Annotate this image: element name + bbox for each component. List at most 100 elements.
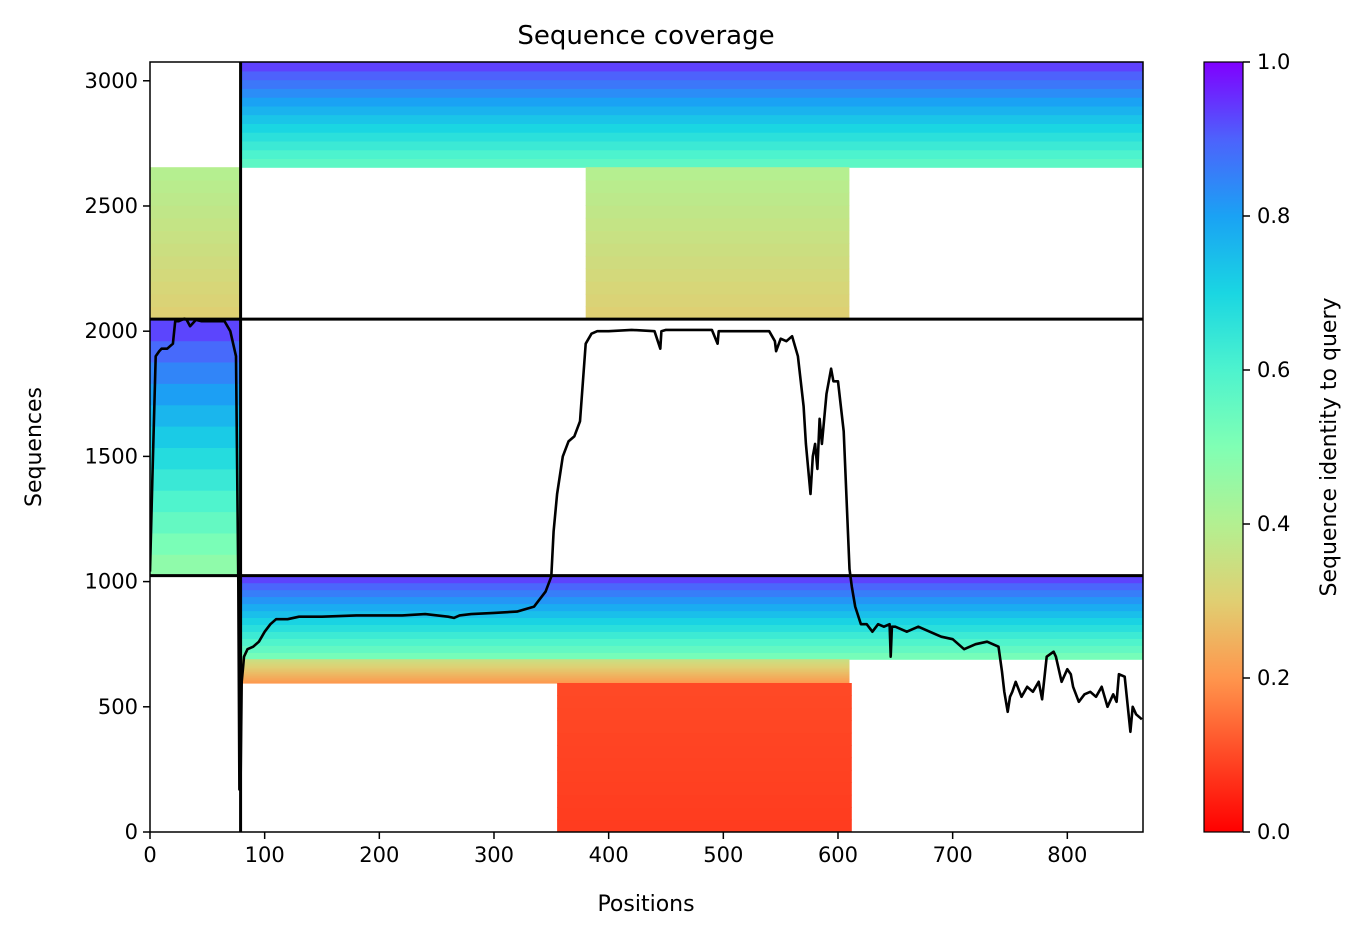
heatmap-cell (150, 268, 241, 282)
colorbar-tick-label: 1.0 (1257, 50, 1290, 74)
heatmap-cell (240, 140, 1143, 151)
heatmap-cell (150, 383, 241, 406)
y-tick-label: 3000 (85, 69, 138, 93)
heatmap-cell (557, 683, 852, 696)
heatmap-cell (240, 675, 850, 678)
heatmap-cell (150, 447, 241, 470)
heatmap-cell (240, 663, 850, 666)
colorbar-tick-label: 0.6 (1257, 358, 1290, 382)
heatmap-cell (150, 281, 241, 295)
x-tick-label: 200 (359, 843, 399, 867)
heatmap-cell (557, 757, 852, 771)
heatmap-cell (150, 243, 241, 257)
heatmap-cell (240, 610, 1143, 618)
heatmap-cell (150, 179, 241, 194)
heatmap-cell (240, 158, 1143, 168)
y-tick-label: 2000 (85, 319, 138, 343)
chart-title: Sequence coverage (517, 21, 774, 51)
heatmap-cell (150, 490, 241, 513)
heatmap-cell (557, 707, 852, 721)
heatmap-cell (240, 673, 850, 676)
x-tick-label: 400 (589, 843, 629, 867)
colorbar-ticks: 0.0 0.2 0.4 0.6 0.8 1.0 (1243, 50, 1290, 844)
heatmap-cell (585, 255, 850, 270)
heatmap-cell (150, 426, 241, 448)
x-axis-ticks: 0 100 200 300 400 500 600 700 800 (143, 832, 1087, 867)
colorbar-gradient (1203, 61, 1244, 833)
heatmap-cell (240, 667, 850, 670)
coverage-heatmap (150, 62, 1143, 832)
heatmap-cell (240, 70, 1143, 81)
heatmap-cell (150, 217, 241, 232)
y-tick-label: 0 (125, 820, 138, 844)
heatmap-cell (557, 819, 852, 832)
heatmap-cell (585, 205, 850, 219)
heatmap-cell (240, 679, 850, 682)
y-tick-label: 500 (98, 695, 138, 719)
x-tick-label: 700 (933, 843, 973, 867)
x-tick-label: 600 (818, 843, 858, 867)
heatmap-cell (150, 230, 241, 244)
heatmap-cell (240, 603, 1143, 612)
heatmap-cell (585, 268, 850, 282)
heatmap-cell (240, 671, 850, 674)
heatmap-cell (240, 659, 850, 662)
x-axis-label: Positions (597, 892, 694, 917)
heatmap-cell (585, 167, 850, 181)
heatmap-cell (585, 179, 850, 194)
heatmap-cell (150, 255, 241, 270)
heatmap-cell (150, 554, 241, 577)
x-tick-label: 100 (245, 843, 285, 867)
heatmap-cell (150, 511, 241, 534)
heatmap-cell (557, 782, 852, 796)
heatmap-cell (585, 306, 850, 320)
heatmap-cell (585, 293, 850, 308)
heatmap-cell (240, 665, 850, 668)
heatmap-cell (585, 281, 850, 295)
heatmap-cell (240, 149, 1143, 159)
y-axis-label: Sequences (22, 387, 47, 507)
heatmap-cell (240, 645, 1143, 653)
heatmap-cell (557, 745, 852, 759)
heatmap-cell (240, 589, 1143, 598)
y-tick-label: 1500 (85, 444, 138, 468)
heatmap-cell (240, 681, 850, 684)
heatmap-cell (240, 652, 1143, 660)
heatmap-cell (240, 132, 1143, 142)
plot-frame (149, 61, 1144, 833)
heatmap-cell (240, 596, 1143, 605)
y-tick-label: 2500 (85, 194, 138, 218)
heatmap-cell (150, 319, 241, 342)
heatmap-cell (150, 361, 241, 384)
heatmap-cell (240, 123, 1143, 133)
y-axis-ticks: 0 500 1000 1500 2000 2500 3000 (85, 69, 150, 844)
heatmap-cell (150, 192, 241, 206)
heatmap-cell (585, 192, 850, 206)
heatmap-cell (557, 794, 852, 808)
heatmap-cell (240, 105, 1143, 116)
heatmap-cell (150, 293, 241, 308)
heatmap-cell (557, 695, 852, 709)
heatmap-cell (240, 631, 1143, 639)
colorbar-tick-label: 0.2 (1257, 666, 1290, 690)
colorbar-tick-label: 0.0 (1257, 820, 1290, 844)
heatmap-cell (240, 661, 850, 664)
heatmap-cell (557, 769, 852, 783)
heatmap-cell (150, 340, 241, 363)
x-tick-label: 300 (474, 843, 514, 867)
heatmap-cell (240, 677, 850, 680)
coverage-line (150, 317, 1143, 791)
heatmap-cell (585, 230, 850, 244)
x-tick-label: 800 (1047, 843, 1087, 867)
heatmap-cell (240, 669, 850, 672)
y-tick-label: 1000 (85, 570, 138, 594)
heatmap-cell (150, 306, 241, 320)
heatmap-cell (585, 217, 850, 232)
heatmap-cell (150, 532, 241, 555)
heatmap-cell (240, 582, 1143, 591)
heatmap-cell (240, 97, 1143, 107)
heatmap-cell (240, 575, 1143, 584)
heatmap-cell (240, 114, 1143, 124)
heatmap-cell (557, 720, 852, 734)
